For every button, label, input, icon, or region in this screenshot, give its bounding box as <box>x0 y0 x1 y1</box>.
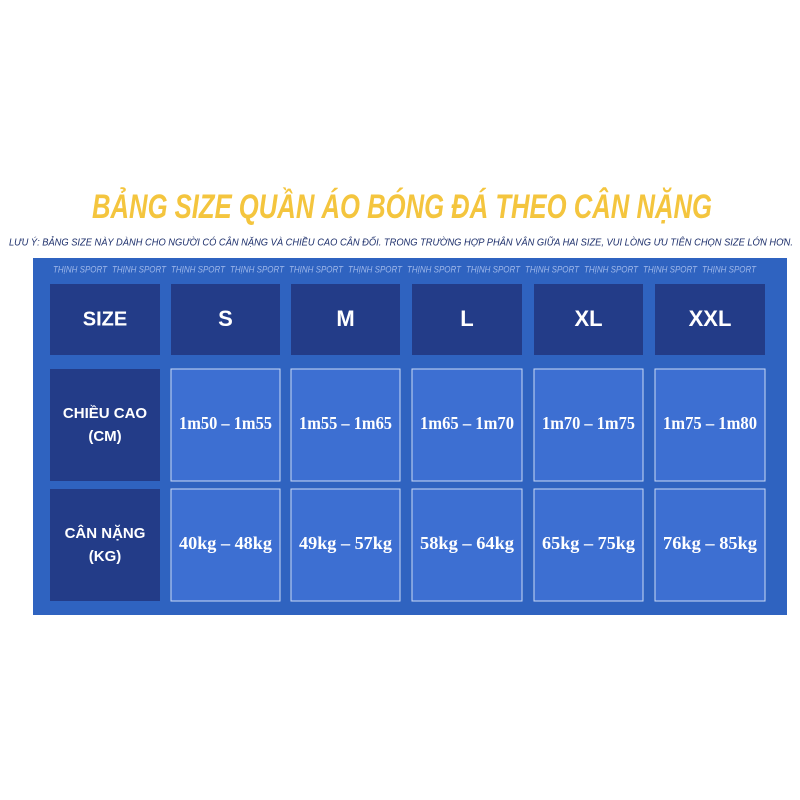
header-text: S <box>218 306 233 331</box>
data-cell <box>170 488 281 602</box>
watermark: THỊNH SPORT <box>171 264 226 274</box>
data-cell <box>533 368 644 482</box>
header-cell <box>291 284 400 355</box>
data-cell <box>290 368 401 482</box>
label-cell <box>50 369 160 481</box>
watermark: THỊNH SPORT <box>53 264 108 274</box>
cell-value: 76kg – 85kg <box>663 533 757 553</box>
header-text: XXL <box>689 306 732 331</box>
header-cell <box>50 284 160 355</box>
watermark: THỊNH SPORT <box>584 264 639 274</box>
data-cell <box>533 488 644 602</box>
header-text: L <box>460 306 473 331</box>
label-cell <box>50 489 160 601</box>
header-cell <box>534 284 643 355</box>
header-text: SIZE <box>83 308 127 330</box>
watermark: THỊNH SPORT <box>466 264 521 274</box>
cell-value: 58kg – 64kg <box>420 533 514 553</box>
header-cell <box>412 284 522 355</box>
header-cell <box>655 284 765 355</box>
watermark: THỊNH SPORT <box>230 264 285 274</box>
cell-value: 65kg – 75kg <box>542 533 635 553</box>
watermark: THỊNH SPORT <box>643 264 698 274</box>
data-cell <box>290 488 401 602</box>
cell-value: 1m50 – 1m55 <box>179 413 272 433</box>
data-cell <box>411 488 523 602</box>
cell-value: 40kg – 48kg <box>179 533 272 553</box>
row-label: CÂN NẶNG <box>65 524 146 542</box>
cell-value: 49kg – 57kg <box>299 533 392 553</box>
row-label: (CM) <box>88 428 121 445</box>
row-label: CHIỀU CAO <box>63 405 148 422</box>
watermark: THỊNH SPORT <box>348 264 403 274</box>
header-text: M <box>336 306 354 331</box>
data-cell <box>170 368 281 482</box>
row-label: (KG) <box>89 548 122 565</box>
cell-value: 1m75 – 1m80 <box>663 413 757 433</box>
watermark: THỊNH SPORT <box>112 264 167 274</box>
cell-value: 1m55 – 1m65 <box>299 413 392 433</box>
watermark: THỊNH SPORT <box>525 264 580 274</box>
watermark: THỊNH SPORT <box>289 264 344 274</box>
watermark: THỊNH SPORT <box>407 264 462 274</box>
data-cell <box>411 368 523 482</box>
cell-value: 1m70 – 1m75 <box>542 413 635 433</box>
cell-value: 1m65 – 1m70 <box>420 413 514 433</box>
title: BẢNG SIZE QUẦN ÁO BÓNG ĐÁ THEO CÂN NẶNG <box>92 188 712 226</box>
data-cell <box>654 488 766 602</box>
watermark: THỊNH SPORT <box>702 264 757 274</box>
data-cell <box>654 368 766 482</box>
note: LƯU Ý: BẢNG SIZE NÀY DÀNH CHO NGƯỜI CÓ C… <box>9 236 793 249</box>
header-cell <box>171 284 280 355</box>
header-text: XL <box>574 306 602 331</box>
